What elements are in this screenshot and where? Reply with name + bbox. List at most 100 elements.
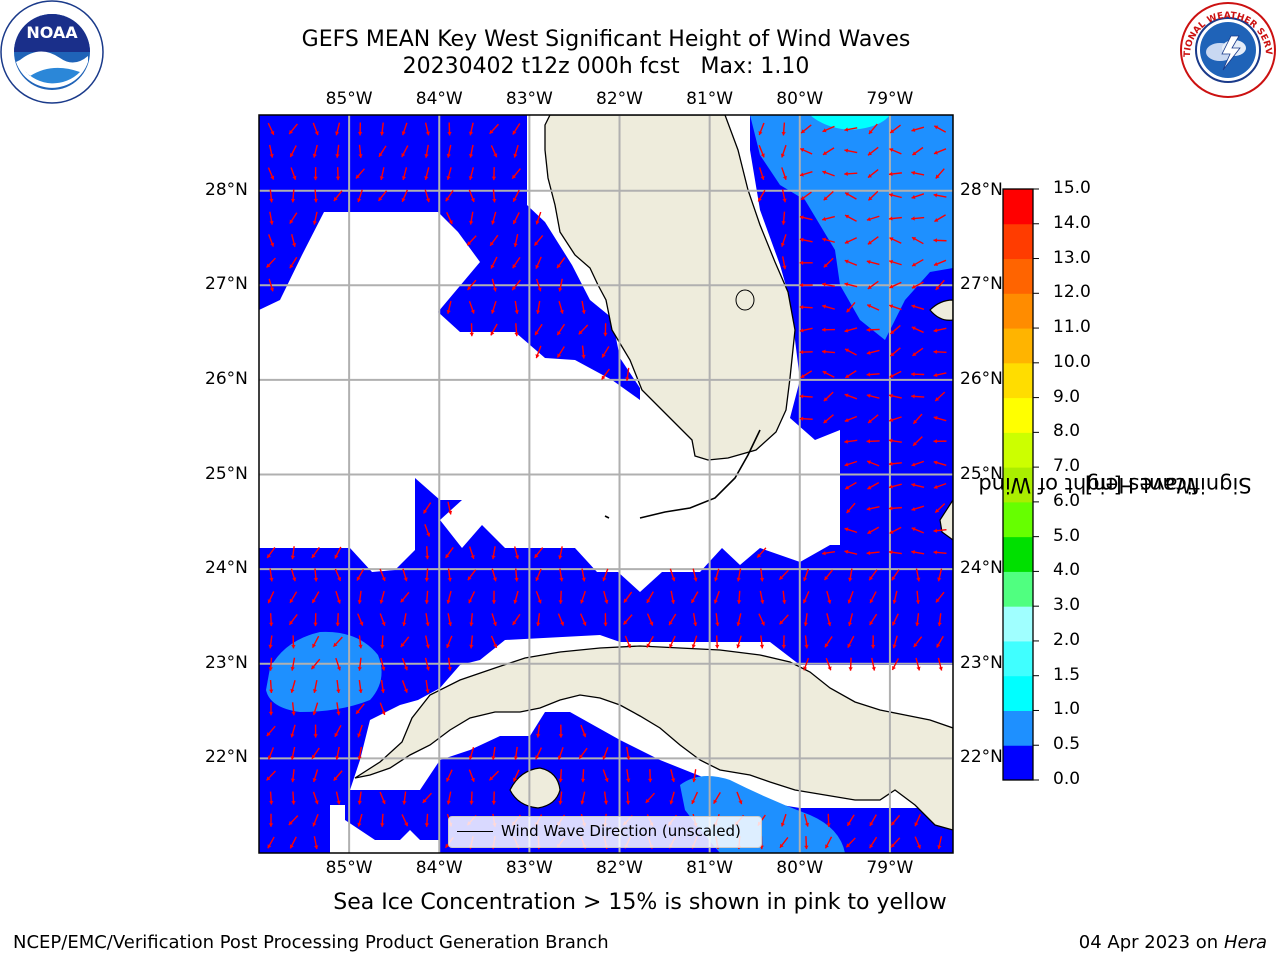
wave-direction-arrow (446, 635, 453, 649)
wave-direction-arrow (844, 481, 857, 490)
wave-direction-arrow (513, 233, 519, 248)
colorbar-swatch (1003, 328, 1033, 364)
wave-direction-arrow (536, 613, 541, 627)
wave-direction-arrow (424, 568, 429, 582)
wave-direction-arrow (847, 635, 855, 648)
wave-direction-arrow (933, 460, 947, 466)
wave-direction-arrow (269, 189, 274, 203)
wave-direction-arrow (357, 724, 363, 738)
wave-direction-arrow (799, 260, 813, 265)
wave-direction-arrow (803, 568, 810, 582)
wave-direction-arrow (558, 724, 564, 738)
wave-direction-arrow (602, 769, 609, 783)
wave-direction-arrow (799, 237, 813, 243)
wave-direction-arrow (267, 167, 275, 180)
wave-direction-arrow (803, 657, 810, 671)
legend-line-swatch (457, 831, 493, 832)
colorbar-tick-label: 5.0 (1053, 525, 1081, 546)
wave-direction-arrow (514, 568, 519, 582)
wave-direction-arrow (601, 346, 610, 358)
colorbar-tick-label: 11.0 (1053, 317, 1091, 338)
wave-direction-arrow (335, 144, 340, 158)
wave-direction-arrow (912, 146, 924, 156)
lat-label-right: 26°N (960, 368, 1003, 389)
lon-label-top: 85°W (325, 89, 373, 109)
colorbar-tick-label: 13.0 (1053, 247, 1091, 268)
lon-label-top: 84°W (415, 89, 463, 109)
land-bahamas (929, 299, 953, 541)
wave-direction-arrow (844, 370, 857, 379)
wave-direction-arrow (669, 568, 676, 582)
wave-direction-arrow (310, 658, 321, 670)
wave-direction-arrow (603, 590, 609, 604)
wave-direction-arrow (799, 349, 813, 355)
wave-direction-arrow (915, 657, 921, 671)
wave-direction-arrow (468, 301, 475, 314)
wave-direction-arrow (268, 813, 274, 827)
wave-direction-arrow (581, 568, 586, 582)
lat-label-right: 25°N (960, 463, 1003, 484)
wave-direction-arrow (468, 189, 475, 203)
colorbar-swatch (1003, 675, 1033, 711)
wave-direction-arrow (891, 613, 899, 626)
wave-direction-arrow (844, 460, 858, 467)
wave-direction-arrow (844, 348, 857, 356)
wave-direction-arrow (580, 769, 586, 783)
wave-direction-arrow (491, 590, 497, 604)
chart-title: GEFS MEAN Key West Significant Height of… (301, 27, 911, 52)
wave-direction-arrow (401, 814, 409, 827)
wave-direction-arrow (558, 546, 563, 560)
wave-direction-arrow (266, 547, 276, 559)
wave-direction-arrow (558, 278, 563, 292)
wave-direction-arrow (781, 635, 786, 649)
wave-direction-arrow (933, 439, 947, 444)
wave-direction-arrow (357, 657, 362, 671)
wave-direction-arrow (782, 590, 787, 604)
wave-direction-arrow (736, 791, 743, 805)
colorbar-tick-label: 12.0 (1053, 282, 1091, 303)
wave-direction-arrow (400, 591, 410, 603)
colorbar-swatch (1003, 536, 1033, 572)
wave-direction-arrow (558, 791, 563, 805)
wave-direction-arrow (780, 144, 787, 158)
wave-mid-gulf-west (266, 631, 382, 712)
wave-direction-arrow (447, 501, 453, 515)
wave-direction-arrow (867, 280, 879, 290)
wave-direction-arrow (535, 345, 542, 359)
wave-direction-arrow (424, 657, 430, 671)
wave-direction-arrow (446, 212, 453, 225)
wave-direction-arrow (911, 281, 924, 289)
wave-direction-arrow (267, 591, 275, 604)
wave-direction-arrow (602, 568, 609, 582)
colorbar-swatch (1003, 640, 1033, 677)
wave-direction-arrow (911, 482, 925, 489)
wave-direction-arrow (268, 278, 274, 292)
colorbar-tick-label: 4.0 (1053, 560, 1081, 581)
wave-direction-arrow (379, 590, 385, 604)
wave-direction-arrow (935, 279, 945, 291)
lat-label-right: 22°N (960, 747, 1003, 768)
wave-direction-arrow (869, 836, 878, 849)
wave-direction-arrow (822, 147, 835, 156)
wave-direction-arrow (356, 569, 365, 581)
wave-direction-arrow (424, 144, 429, 158)
wave-direction-arrow (866, 506, 880, 511)
sea-ice-note: Sea Ice Concentration > 15% is shown in … (333, 890, 947, 915)
wave-direction-arrow (558, 769, 563, 783)
wave-direction-arrow (778, 614, 789, 625)
wave-direction-arrow (914, 814, 921, 827)
colorbar-swatch (1003, 745, 1033, 781)
wave-direction-arrow (933, 148, 947, 155)
wave-direction-arrow (912, 347, 924, 357)
wave-direction-arrow (915, 613, 920, 627)
wave-direction-arrow (311, 635, 320, 648)
colorbar-tick-label: 10.0 (1053, 351, 1091, 372)
legend-label: Wind Wave Direction (unscaled) (501, 822, 741, 840)
wave-direction-arrow (669, 791, 675, 805)
wave-direction-arrow (888, 259, 902, 266)
map-frame (258, 114, 954, 854)
wave-direction-arrow (780, 234, 787, 247)
wave-direction-arrow (826, 590, 832, 604)
wave-direction-arrow (781, 211, 786, 225)
